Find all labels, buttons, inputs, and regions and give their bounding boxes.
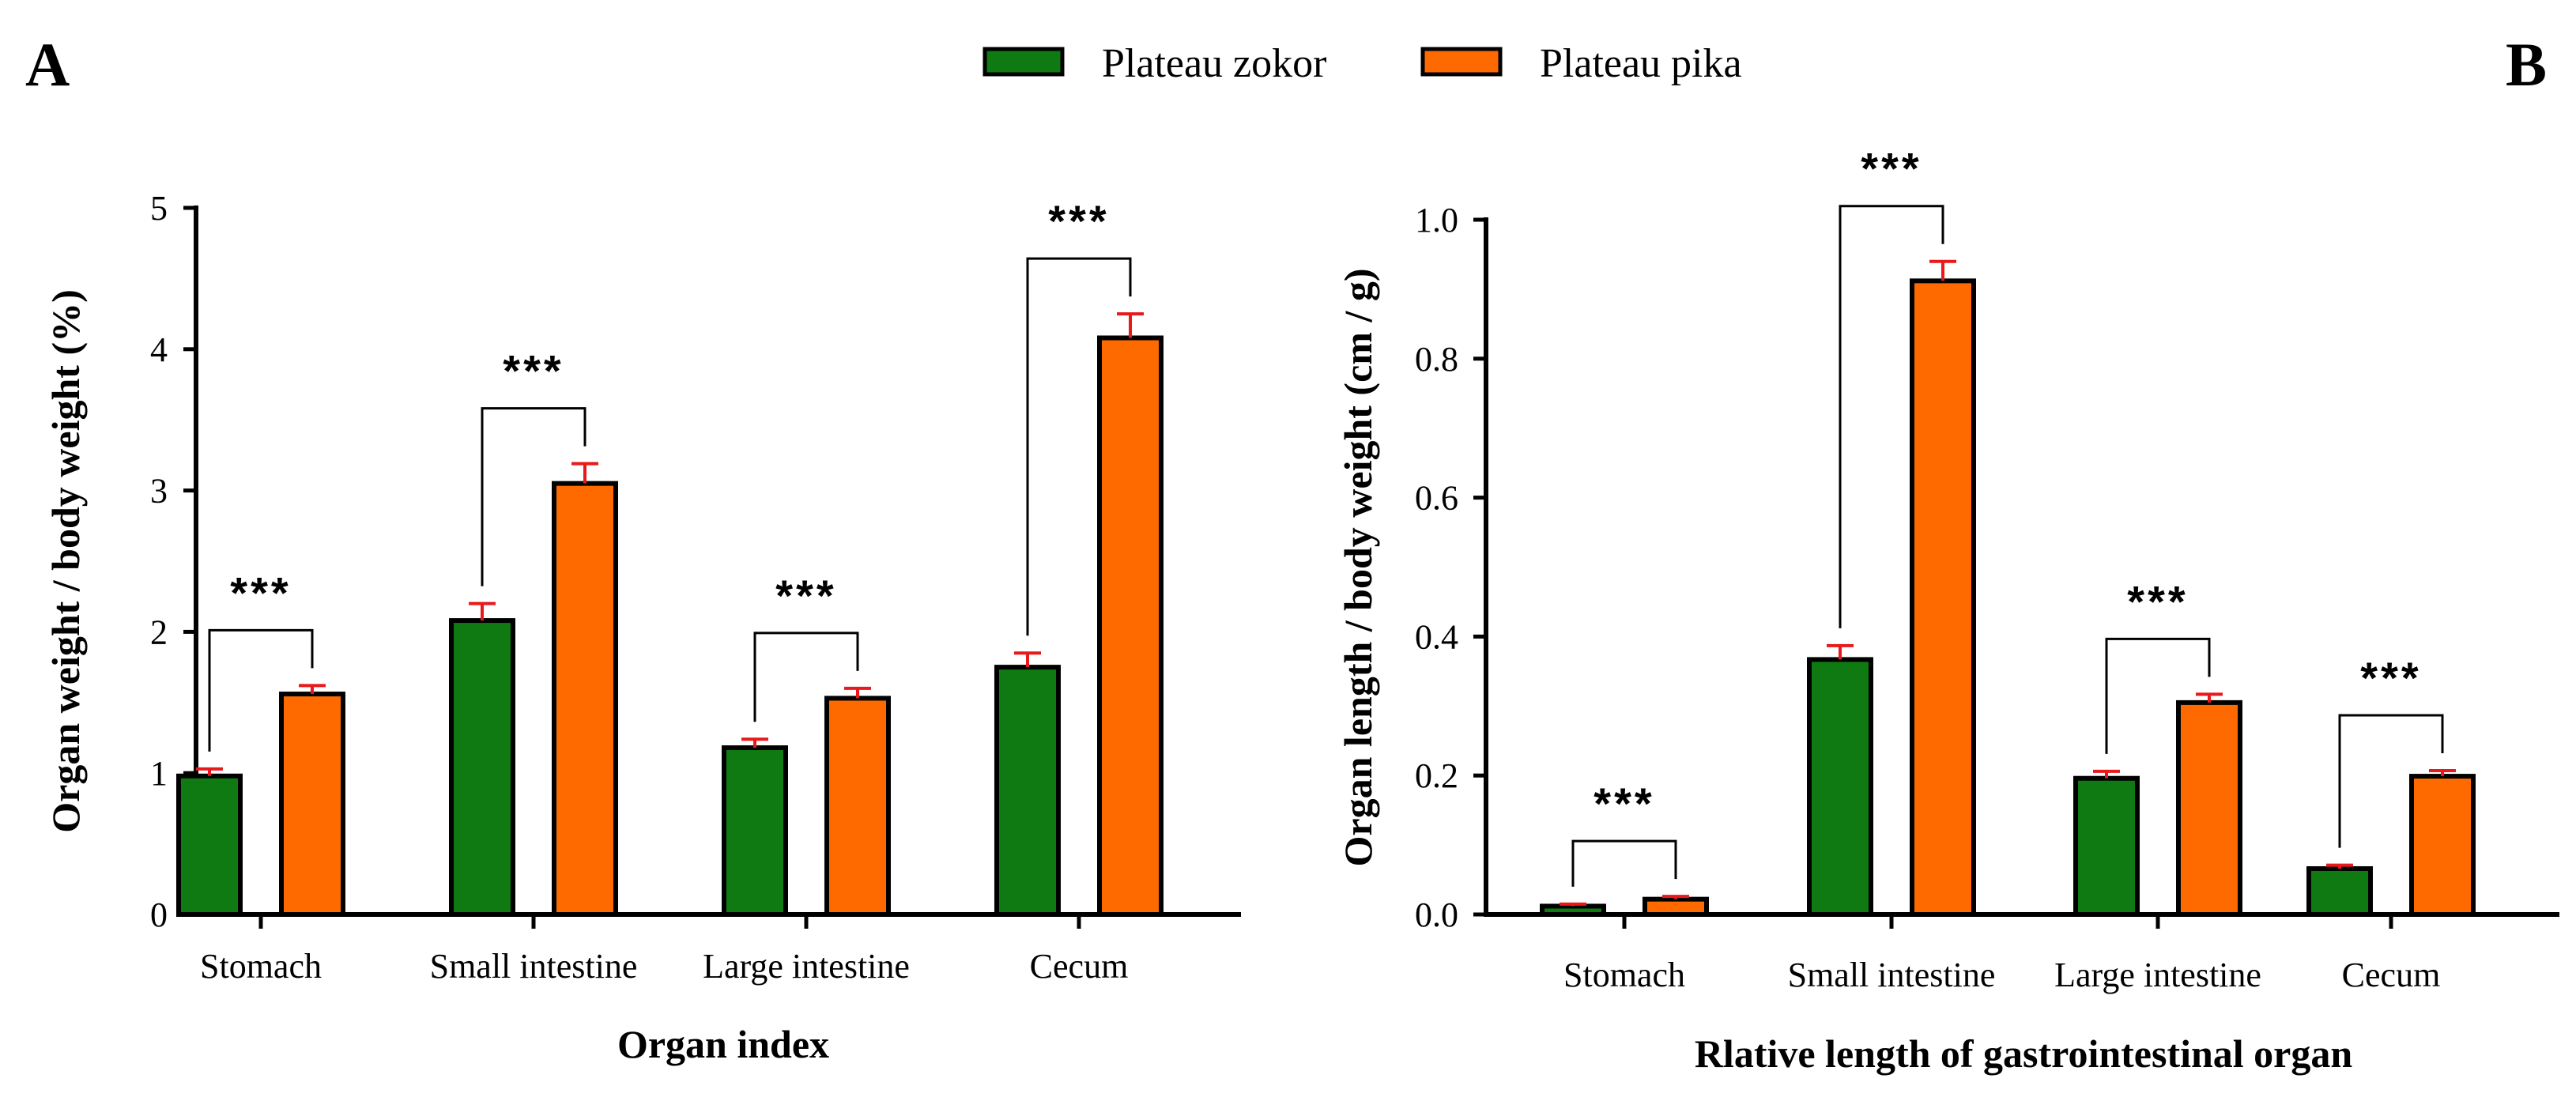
legend-label-pika: Plateau pika [1540,41,1742,86]
significance-bracket-a [481,407,586,586]
category-label-a: Stomach [200,947,322,986]
y-tick-label-b: 0.8 [1415,340,1458,379]
category-label-a: Cecum [1030,947,1129,986]
y-tick-label-b: 0.2 [1415,756,1458,795]
significance-bracket-a [753,632,859,722]
y-tick-label-b: 0.6 [1415,479,1458,518]
legend-swatch-pika [1420,47,1503,77]
bar-zokor-b [1807,657,1873,917]
significance-label-a: *** [775,571,836,620]
significance-bracket-b [2105,637,2211,754]
significance-label-b: *** [1593,779,1654,828]
y-tick-label-b: 0.4 [1415,617,1458,656]
significance-label-a: *** [503,346,564,396]
bar-pika-b [2409,774,2476,917]
significance-label-b: *** [2127,576,2188,626]
bar-pika-a [1097,335,1164,918]
y-tick-label-b: 0.0 [1415,896,1458,934]
category-label-b: Large intestine [2054,956,2261,994]
bar-pika-a [279,692,345,918]
x-axis-title-b: Rlative length of gastrointestinal organ [1695,1031,2353,1076]
y-tick-label-a: 5 [150,189,168,228]
category-label-a: Small intestine [430,947,638,986]
legend-swatch-zokor [983,47,1065,77]
bar-pika-a [552,481,618,917]
significance-bracket-b [1571,839,1677,887]
panel-letter-b: B [2506,30,2547,99]
y-tick-label-a: 2 [150,613,168,651]
bar-zokor-b [1540,903,1606,918]
y-tick-label-a: 1 [150,754,168,793]
y-tick-label-b: 1.0 [1415,201,1458,239]
chart-panel-a: 0 1 2 3 4 5 Stomach *** Small intestine *** Large … [43,189,1241,1066]
category-label-b: Small intestine [1788,956,1996,994]
y-axis-title-b: Organ length / body weight (cm / g) [1336,269,1380,867]
y-tick-label-a: 0 [150,896,168,934]
panel-letter-a: A [25,30,70,99]
category-label-b: Stomach [1563,956,1685,994]
y-axis-title-a: Organ weight / body weight (%) [43,289,88,833]
significance-bracket-b [2338,714,2444,848]
x-axis-title-a: Organ index [617,1022,829,1066]
significance-bracket-a [208,628,314,752]
bar-zokor-a [176,773,243,917]
bar-pika-a [824,696,891,917]
bar-zokor-a [994,665,1061,917]
significance-label-b: *** [1861,144,1922,194]
chart-panel-b: 0.0 0.2 0.4 0.6 0.8 1.0 Stomach *** Small intest… [1336,144,2559,1076]
significance-label-a: *** [1048,196,1109,246]
bar-zokor-a [722,745,788,917]
bar-zokor-a [449,618,515,917]
bar-pika-b [1643,896,1709,917]
bar-zokor-b [2073,775,2140,917]
bar-pika-b [2176,699,2242,918]
significance-bracket-a [1026,257,1132,636]
category-label-a: Large intestine [703,947,910,986]
y-tick-label-a: 3 [150,472,168,511]
significance-bracket-b [1839,205,1944,628]
bar-pika-b [1910,278,1976,917]
y-tick-label-a: 4 [150,330,168,369]
category-label-b: Cecum [2342,956,2441,994]
legend-label-zokor: Plateau zokor [1102,41,1326,86]
significance-label-b: *** [2360,653,2421,703]
significance-label-a: *** [230,567,291,617]
bar-zokor-b [2306,865,2373,917]
legend: Plateau zokor Plateau pika [983,41,1742,86]
